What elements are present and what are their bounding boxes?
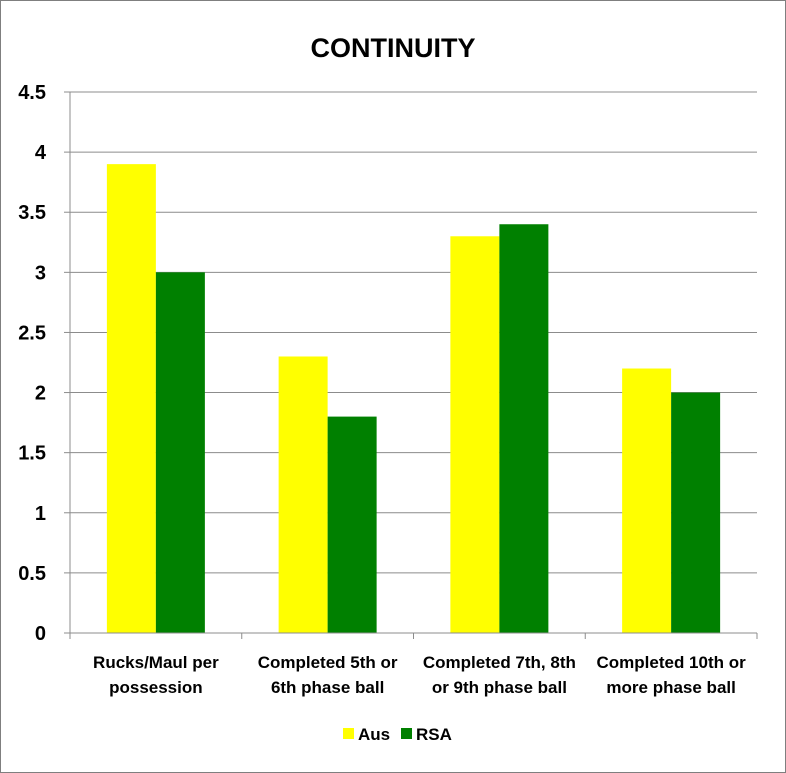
x-category-label: Completed 10th or bbox=[597, 653, 747, 672]
legend-label-rsa: RSA bbox=[416, 725, 452, 744]
x-category-label: possession bbox=[109, 678, 203, 697]
chart-title: CONTINUITY bbox=[311, 33, 476, 63]
bar-aus bbox=[106, 164, 156, 633]
x-category-label: Completed 7th, 8th bbox=[423, 653, 576, 672]
y-tick-label: 0.5 bbox=[18, 563, 46, 585]
y-tick-label: 0 bbox=[35, 623, 46, 645]
y-tick-label: 1 bbox=[35, 503, 46, 525]
x-category-label: or 9th phase ball bbox=[432, 678, 567, 697]
bar-rsa bbox=[671, 392, 721, 633]
y-tick-label: 4.5 bbox=[18, 82, 46, 104]
y-tick-label: 3 bbox=[35, 262, 46, 284]
legend: Aus RSA bbox=[343, 725, 452, 744]
legend-swatch-rsa bbox=[401, 728, 412, 739]
x-axis-labels: Rucks/Maul per possession Completed 5th or… bbox=[93, 653, 746, 697]
bar-aus bbox=[450, 236, 500, 633]
legend-swatch-aus bbox=[343, 728, 354, 739]
bar-aus bbox=[622, 368, 672, 633]
y-axis-ticks: 0 0.5 1 1.5 2 2.5 3 3.5 4 4.5 bbox=[18, 82, 70, 645]
bar-rsa bbox=[327, 416, 377, 633]
x-category-label: 6th phase ball bbox=[271, 678, 384, 697]
bar-aus bbox=[278, 356, 328, 633]
y-tick-label: 4 bbox=[35, 142, 47, 164]
legend-label-aus: Aus bbox=[358, 725, 390, 744]
y-tick-label: 2 bbox=[35, 383, 46, 405]
x-category-label: more phase ball bbox=[606, 678, 735, 697]
bars bbox=[106, 164, 721, 633]
bar-rsa bbox=[155, 272, 205, 633]
x-category-label: Rucks/Maul per bbox=[93, 653, 219, 672]
axes bbox=[69, 92, 758, 639]
y-tick-label: 3.5 bbox=[18, 202, 46, 224]
y-tick-label: 2.5 bbox=[18, 322, 46, 344]
y-tick-label: 1.5 bbox=[18, 443, 46, 465]
bar-rsa bbox=[499, 224, 549, 633]
x-category-label: Completed 5th or bbox=[258, 653, 398, 672]
